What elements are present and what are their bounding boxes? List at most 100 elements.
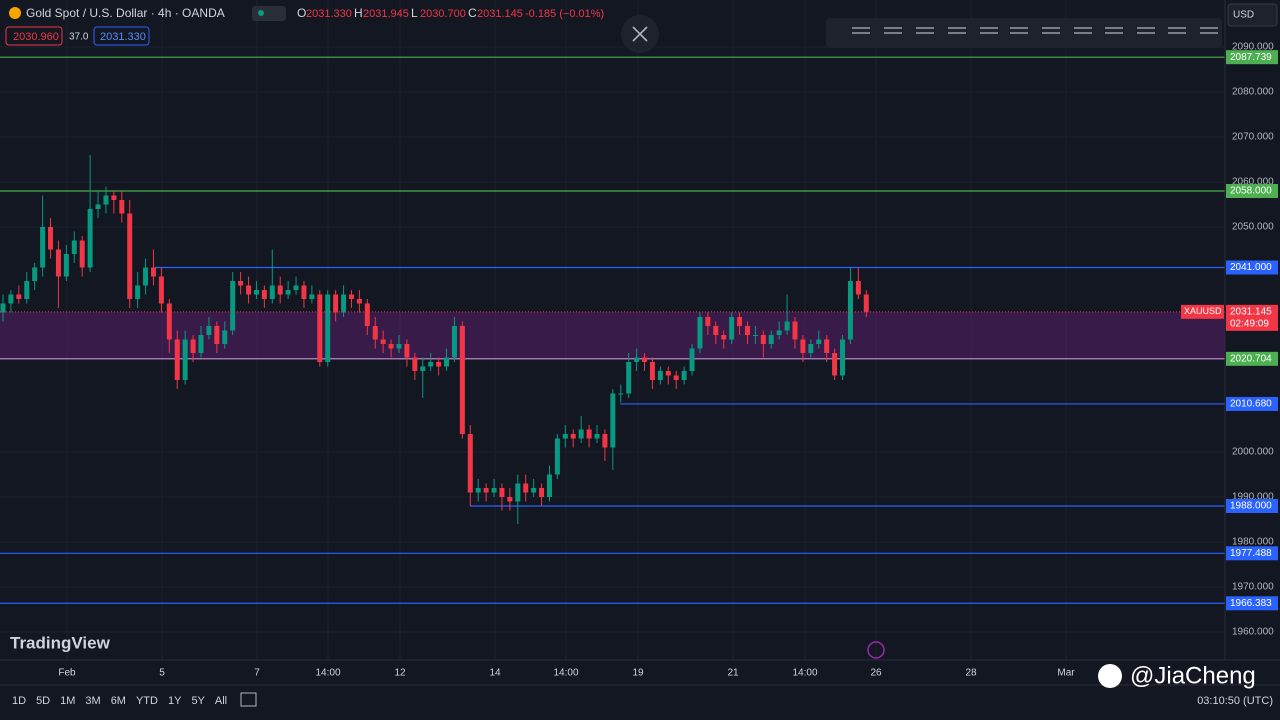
candle-body	[222, 330, 228, 344]
timeframe[interactable]: 5Y	[191, 695, 205, 707]
ohlc-key: L	[411, 6, 418, 20]
tool-icon[interactable]	[980, 27, 998, 34]
y-tick-label: 1980.000	[1232, 537, 1274, 548]
candle-body	[657, 371, 663, 380]
timeframe[interactable]: 1D	[12, 695, 26, 707]
candle-body	[261, 290, 267, 299]
level-label-bg	[1226, 351, 1278, 366]
candle-body	[333, 294, 339, 313]
y-tick-label: 2070.000	[1232, 132, 1274, 143]
candle-body	[158, 276, 164, 304]
candle-body	[356, 299, 362, 304]
candle-body	[8, 294, 14, 304]
x-tick-label: 21	[727, 668, 739, 679]
candle-body	[768, 335, 774, 344]
clock: 03:10:50 (UTC)	[1197, 695, 1273, 707]
candle-body	[721, 335, 727, 340]
ohlc-key: H	[354, 6, 363, 20]
tool-icon[interactable]	[1168, 27, 1186, 34]
candle-body	[341, 294, 347, 313]
candle-body	[800, 339, 806, 353]
candle-body	[523, 483, 529, 493]
buy-button[interactable]	[93, 26, 150, 46]
candle-body	[285, 290, 291, 295]
candle-body	[24, 281, 30, 299]
currency-select[interactable]	[1227, 3, 1278, 27]
level-label: 1966.383	[1230, 598, 1272, 609]
candle-body	[729, 317, 735, 340]
candle-body	[87, 209, 93, 268]
currency: USD	[1233, 10, 1254, 21]
timeframe[interactable]: 1M	[60, 695, 75, 707]
timeframes: 1D 5D 1M 3M 6M YTD 1Y 5Y All	[12, 695, 227, 707]
tool-icon[interactable]	[884, 27, 902, 34]
sell-button[interactable]	[5, 26, 63, 46]
candle-body	[483, 488, 489, 493]
tool-icon[interactable]	[1074, 27, 1092, 34]
candle-body	[863, 294, 869, 312]
candle-body	[539, 488, 545, 497]
event-icon[interactable]	[867, 641, 885, 659]
candle-body	[364, 303, 370, 326]
ohlc-value: 2031.145	[477, 8, 523, 20]
candle-body	[206, 326, 212, 335]
candle-body	[246, 285, 252, 295]
level-label: 2087.739	[1230, 52, 1272, 63]
candle-body	[95, 204, 101, 209]
symbol-title[interactable]: Gold Spot / U.S. Dollar · 4h · OANDA	[26, 6, 225, 20]
tool-icon[interactable]	[1200, 27, 1218, 34]
tool-icon[interactable]	[1042, 27, 1060, 34]
timeframe[interactable]: 3M	[85, 695, 100, 707]
candle-body	[744, 326, 750, 335]
candle-body	[198, 335, 204, 353]
x-tick-label: 7	[254, 668, 260, 679]
x-tick-label: 28	[965, 668, 977, 679]
timeframe[interactable]: 6M	[111, 695, 126, 707]
timeframe[interactable]: 1Y	[168, 695, 182, 707]
candle-body	[554, 438, 560, 475]
candle-body	[127, 213, 133, 299]
candle-body	[48, 227, 54, 250]
level-label-bg	[1226, 499, 1278, 513]
candle-body	[578, 429, 584, 439]
tool-icon[interactable]	[1105, 27, 1123, 34]
change: -0.185 (−0.01%)	[525, 8, 604, 20]
x-tick-label: Mar	[1057, 668, 1075, 679]
date-range-icon[interactable]	[240, 692, 257, 707]
status-dot	[258, 10, 264, 16]
candle-body	[396, 344, 402, 349]
tool-icon[interactable]	[948, 27, 966, 34]
zone	[0, 311, 1225, 359]
candle-body	[190, 339, 196, 353]
timeframe[interactable]: YTD	[136, 695, 158, 707]
level-label: 1988.000	[1230, 501, 1272, 512]
level-label: 2020.704	[1230, 353, 1272, 364]
timeframe[interactable]: All	[215, 695, 227, 707]
candle-body	[665, 371, 671, 376]
timeframe[interactable]: 5D	[36, 695, 50, 707]
tool-icon[interactable]	[852, 27, 870, 34]
buy-price: 2031.330	[100, 31, 146, 43]
price-label-bg	[1226, 304, 1278, 331]
candle-body	[79, 240, 85, 268]
level-label-bg	[1226, 184, 1278, 198]
candle-body	[459, 326, 465, 434]
candle-body	[388, 344, 394, 349]
candle-body	[499, 488, 505, 497]
candle-body	[348, 294, 354, 299]
x-tick-label: 14:00	[553, 668, 578, 679]
x-tick-label: 14:00	[792, 668, 817, 679]
candle-body	[103, 195, 109, 205]
candle-body	[760, 335, 766, 344]
x-tick-label: 26	[870, 668, 882, 679]
candle-body	[214, 326, 220, 344]
candle-body	[325, 294, 331, 362]
symbol-label-bg	[1181, 304, 1224, 319]
tool-icon[interactable]	[916, 27, 934, 34]
candle-body	[546, 474, 552, 497]
y-tick-label: 2000.000	[1232, 447, 1274, 458]
candle-body	[269, 285, 275, 299]
tool-icon[interactable]	[1137, 27, 1155, 34]
tool-icon[interactable]	[1010, 27, 1028, 34]
candle-body	[63, 254, 69, 277]
